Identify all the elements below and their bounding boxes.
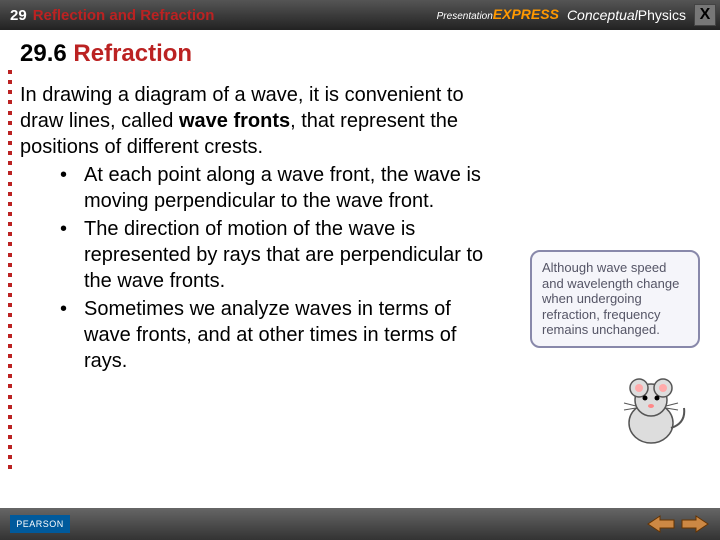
callout-box: Although wave speed and wavelength chang… [530, 250, 700, 348]
brand-conceptual: Conceptual [567, 7, 638, 23]
section-name: Refraction [73, 40, 192, 67]
mouse-illustration [616, 368, 686, 448]
brand-express: EXPRESS [493, 6, 559, 22]
header-left: 29 Reflection and Refraction [10, 7, 214, 24]
brand-presentation: Presentation [437, 11, 493, 22]
list-item: Sometimes we analyze waves in terms of w… [40, 296, 490, 374]
close-button[interactable]: X [694, 4, 716, 26]
brand-book: ConceptualPhysics [567, 7, 686, 23]
section-number: 29.6 [20, 40, 67, 67]
header-bar: 29 Reflection and Refraction Presentatio… [0, 0, 720, 30]
bullet-list: At each point along a wave front, the wa… [20, 162, 490, 374]
mouse-icon [616, 368, 686, 448]
prev-arrow-button[interactable] [646, 514, 676, 534]
dotted-border-left [8, 70, 12, 470]
content-area: 29.6 Refraction In drawing a diagram of … [0, 30, 720, 508]
intro-paragraph: In drawing a diagram of a wave, it is co… [20, 82, 490, 160]
brand-physics: Physics [638, 7, 686, 23]
callout-text: Although wave speed and wavelength chang… [542, 260, 679, 337]
body-text: In drawing a diagram of a wave, it is co… [20, 82, 490, 374]
section-title: 29.6 Refraction [20, 40, 700, 68]
publisher-logo: PEARSON [10, 515, 70, 533]
brand-group: PresentationEXPRESS [437, 6, 559, 24]
list-item: The direction of motion of the wave is r… [40, 216, 490, 294]
intro-bold: wave fronts [179, 110, 290, 132]
chapter-number: 29 [10, 7, 27, 24]
nav-arrows [646, 514, 710, 534]
list-item: At each point along a wave front, the wa… [40, 162, 490, 214]
chapter-title: Reflection and Refraction [33, 7, 215, 24]
next-arrow-button[interactable] [680, 514, 710, 534]
close-icon: X [700, 6, 711, 24]
footer-bar: PEARSON [0, 508, 720, 540]
header-right: PresentationEXPRESS ConceptualPhysics X [437, 4, 716, 26]
